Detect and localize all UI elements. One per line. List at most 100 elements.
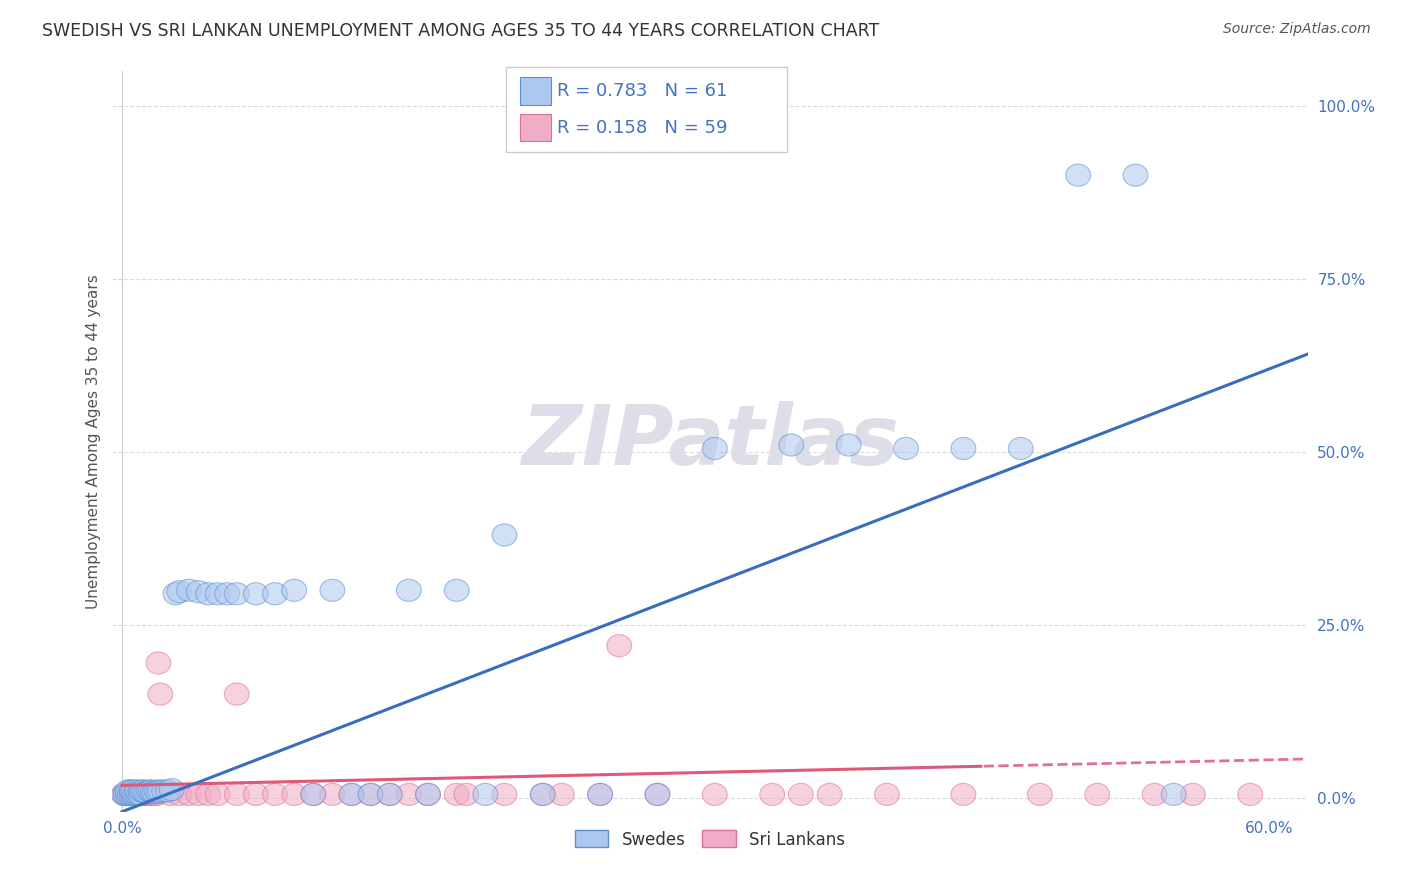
- Ellipse shape: [186, 581, 211, 603]
- Ellipse shape: [129, 783, 153, 805]
- Ellipse shape: [127, 783, 152, 805]
- Ellipse shape: [121, 780, 146, 802]
- Ellipse shape: [263, 783, 287, 805]
- Ellipse shape: [138, 780, 163, 802]
- Ellipse shape: [281, 783, 307, 805]
- Ellipse shape: [444, 579, 470, 601]
- Ellipse shape: [1181, 783, 1205, 805]
- Ellipse shape: [377, 783, 402, 805]
- Ellipse shape: [159, 779, 184, 801]
- Ellipse shape: [129, 783, 153, 805]
- Ellipse shape: [950, 783, 976, 805]
- Ellipse shape: [588, 783, 613, 805]
- Ellipse shape: [645, 783, 669, 805]
- Ellipse shape: [205, 783, 231, 805]
- Ellipse shape: [645, 783, 669, 805]
- Ellipse shape: [142, 783, 167, 805]
- Ellipse shape: [225, 783, 249, 805]
- Text: Source: ZipAtlas.com: Source: ZipAtlas.com: [1223, 22, 1371, 37]
- Ellipse shape: [416, 783, 440, 805]
- Ellipse shape: [156, 780, 180, 802]
- Ellipse shape: [141, 783, 165, 805]
- Ellipse shape: [141, 781, 165, 804]
- Ellipse shape: [339, 783, 364, 805]
- Ellipse shape: [359, 783, 382, 805]
- Ellipse shape: [114, 783, 138, 805]
- Ellipse shape: [243, 582, 269, 605]
- Ellipse shape: [125, 783, 150, 805]
- Ellipse shape: [138, 783, 163, 805]
- Ellipse shape: [167, 581, 191, 603]
- Ellipse shape: [1142, 783, 1167, 805]
- Ellipse shape: [157, 783, 183, 805]
- Ellipse shape: [125, 783, 150, 805]
- Ellipse shape: [122, 783, 148, 805]
- Ellipse shape: [148, 683, 173, 706]
- Ellipse shape: [163, 582, 188, 605]
- Ellipse shape: [492, 783, 517, 805]
- Ellipse shape: [135, 781, 159, 804]
- Ellipse shape: [225, 582, 249, 605]
- Ellipse shape: [115, 783, 141, 805]
- Ellipse shape: [115, 783, 141, 805]
- Ellipse shape: [281, 579, 307, 601]
- Ellipse shape: [143, 783, 169, 805]
- Ellipse shape: [339, 783, 364, 805]
- Ellipse shape: [454, 783, 478, 805]
- Ellipse shape: [472, 783, 498, 805]
- Text: ZIPatlas: ZIPatlas: [522, 401, 898, 482]
- Ellipse shape: [263, 582, 287, 605]
- Ellipse shape: [396, 579, 422, 601]
- Ellipse shape: [396, 783, 422, 805]
- Ellipse shape: [243, 783, 269, 805]
- Ellipse shape: [146, 781, 170, 804]
- Ellipse shape: [301, 783, 326, 805]
- Ellipse shape: [129, 780, 153, 802]
- Ellipse shape: [122, 783, 148, 805]
- Ellipse shape: [377, 783, 402, 805]
- Ellipse shape: [195, 783, 221, 805]
- Ellipse shape: [321, 783, 344, 805]
- Ellipse shape: [817, 783, 842, 805]
- Ellipse shape: [607, 634, 631, 657]
- Ellipse shape: [1085, 783, 1109, 805]
- Ellipse shape: [152, 780, 177, 802]
- Ellipse shape: [177, 579, 201, 601]
- Ellipse shape: [148, 780, 173, 802]
- Ellipse shape: [114, 783, 138, 805]
- Ellipse shape: [115, 780, 141, 802]
- Ellipse shape: [121, 783, 146, 805]
- Ellipse shape: [530, 783, 555, 805]
- Ellipse shape: [789, 783, 813, 805]
- Ellipse shape: [136, 783, 162, 805]
- Ellipse shape: [131, 783, 156, 805]
- Ellipse shape: [146, 652, 170, 674]
- Ellipse shape: [167, 783, 191, 805]
- Ellipse shape: [875, 783, 900, 805]
- Ellipse shape: [1237, 783, 1263, 805]
- Ellipse shape: [142, 781, 167, 804]
- Ellipse shape: [703, 783, 727, 805]
- Ellipse shape: [125, 780, 150, 802]
- Legend: Swedes, Sri Lankans: Swedes, Sri Lankans: [568, 823, 852, 855]
- Ellipse shape: [132, 783, 157, 805]
- Ellipse shape: [120, 783, 143, 805]
- Ellipse shape: [120, 783, 143, 805]
- Ellipse shape: [132, 781, 157, 804]
- Ellipse shape: [136, 780, 162, 802]
- Ellipse shape: [177, 783, 201, 805]
- Ellipse shape: [111, 783, 136, 805]
- Ellipse shape: [950, 437, 976, 459]
- Y-axis label: Unemployment Among Ages 35 to 44 years: Unemployment Among Ages 35 to 44 years: [86, 274, 101, 609]
- Ellipse shape: [703, 437, 727, 459]
- Ellipse shape: [530, 783, 555, 805]
- Ellipse shape: [120, 780, 143, 802]
- Ellipse shape: [215, 582, 239, 605]
- Ellipse shape: [205, 582, 231, 605]
- Text: R = 0.158   N = 59: R = 0.158 N = 59: [557, 119, 727, 136]
- Ellipse shape: [121, 783, 146, 805]
- Ellipse shape: [115, 783, 141, 805]
- Ellipse shape: [1161, 783, 1187, 805]
- Ellipse shape: [444, 783, 470, 805]
- Ellipse shape: [111, 783, 136, 805]
